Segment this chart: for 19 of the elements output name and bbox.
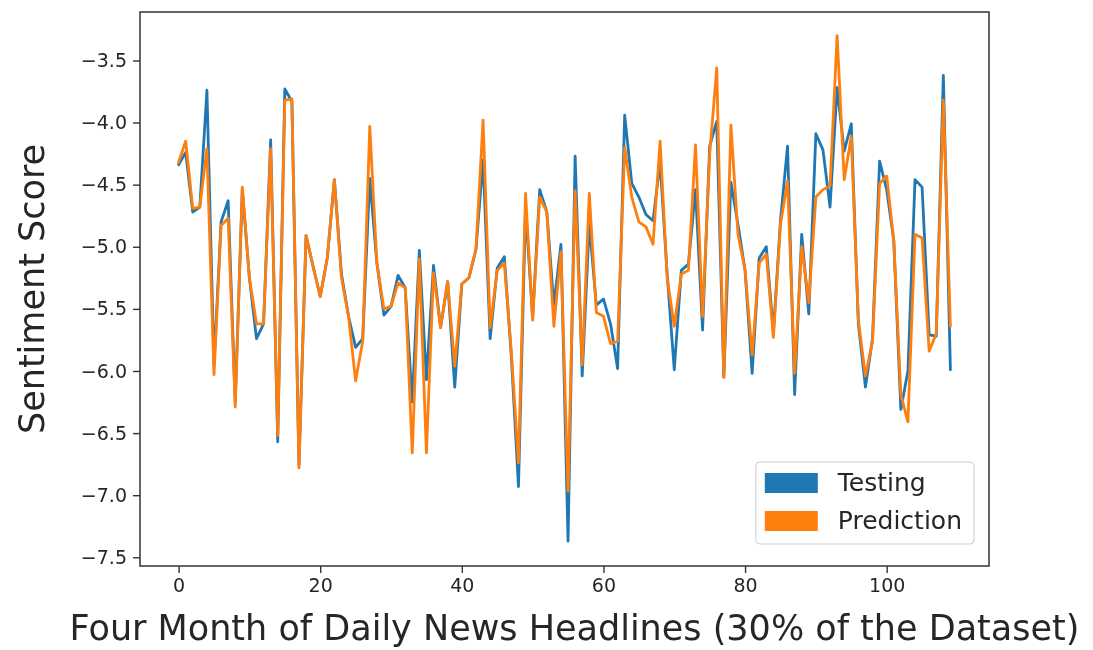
x-tick-label: 100 <box>869 574 906 597</box>
x-tick-label: 60 <box>591 574 617 597</box>
x-axis-title: Four Month of Daily News Headlines (30% of the Dataset) <box>69 608 1080 648</box>
y-tick-label: −4.0 <box>80 111 127 134</box>
y-tick-label: −6.0 <box>80 359 127 382</box>
x-tick-label: 40 <box>450 574 475 597</box>
y-tick-label: −5.0 <box>80 235 127 258</box>
y-tick-label: −7.5 <box>80 545 127 568</box>
x-tick-label: 0 <box>173 574 186 597</box>
y-axis-title: Sentiment Score <box>12 143 52 435</box>
x-tick-label: 80 <box>733 574 758 597</box>
y-tick-label: −4.5 <box>80 173 127 196</box>
y-tick-label: −5.5 <box>80 297 127 320</box>
legend-label: Prediction <box>837 506 962 535</box>
x-tick-label: 20 <box>308 574 333 597</box>
y-tick-label: −3.5 <box>80 49 127 72</box>
legend-label: Testing <box>836 468 926 497</box>
y-tick-label: −6.5 <box>80 421 127 444</box>
y-tick-label: −7.0 <box>80 483 127 506</box>
